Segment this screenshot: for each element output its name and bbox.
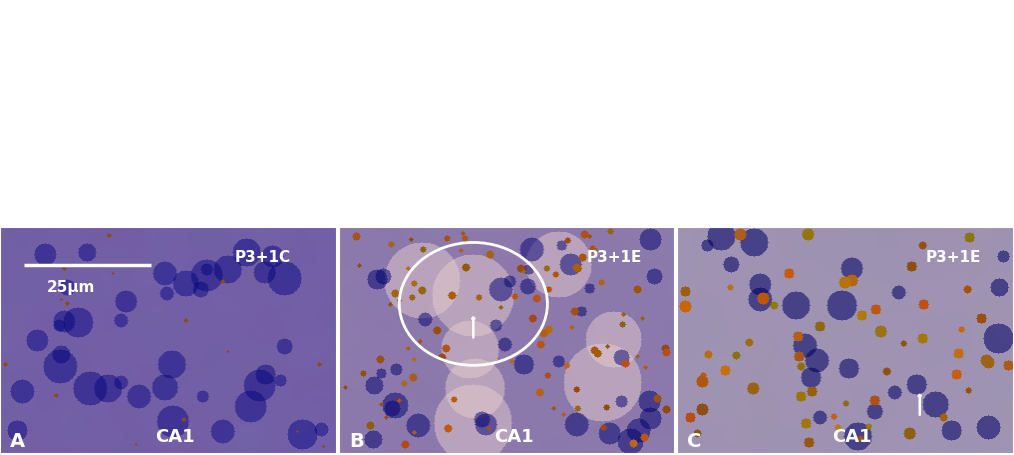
Text: P3+1E: P3+1E bbox=[926, 250, 982, 265]
Text: A: A bbox=[10, 431, 25, 450]
Text: B: B bbox=[349, 431, 364, 450]
Text: CA1: CA1 bbox=[832, 427, 872, 445]
Text: 25μm: 25μm bbox=[47, 279, 95, 294]
Text: P3+1C: P3+1C bbox=[234, 250, 291, 265]
Text: P3+1E: P3+1E bbox=[587, 250, 643, 265]
Text: CA1: CA1 bbox=[155, 427, 195, 445]
Text: C: C bbox=[687, 431, 702, 450]
Text: CA1: CA1 bbox=[494, 427, 533, 445]
